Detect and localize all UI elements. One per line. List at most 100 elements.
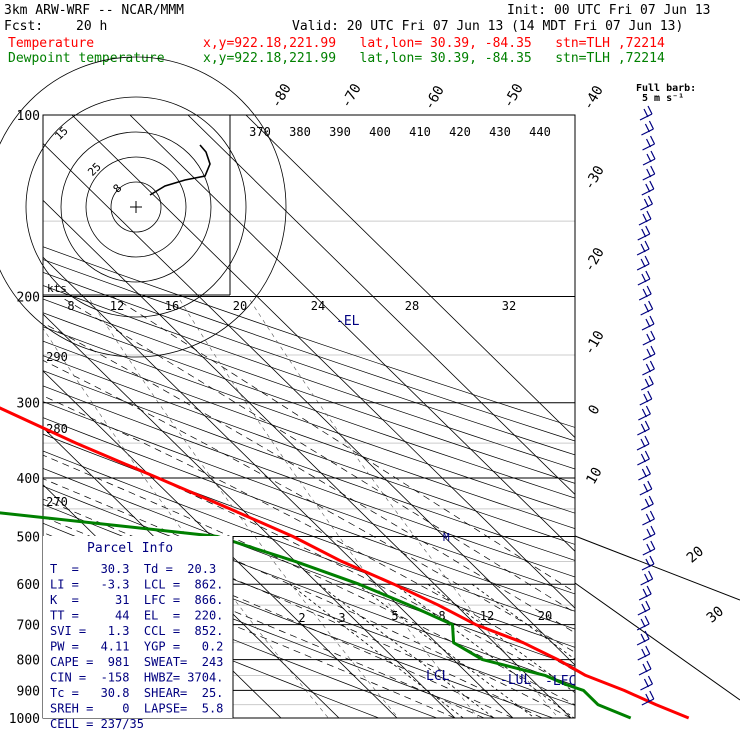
- theta-label: 370: [249, 125, 271, 139]
- wind-barb: [638, 285, 652, 301]
- hodograph-ring: [25, 96, 247, 318]
- el-marker: -EL: [336, 314, 360, 329]
- wind-barb: [637, 270, 651, 286]
- wind-barb: [642, 345, 656, 361]
- pressure-label: 600: [17, 578, 40, 593]
- dry-adiabat: [43, 582, 379, 718]
- dry-adiabat: [43, 433, 575, 630]
- pressure-label: 400: [17, 472, 40, 487]
- dewpoint-line: [0, 511, 632, 720]
- wind-barb: [637, 225, 651, 241]
- lcl-level-marker: -LUL: [500, 673, 531, 688]
- parcel-info-row: T = 30.3 Td = 20.3: [50, 562, 216, 576]
- wind-barb: [640, 300, 654, 316]
- parcel-info-row: TT = 44 EL = 220.: [50, 609, 223, 623]
- isotherm-label: 0: [585, 402, 603, 417]
- theta-label: 430: [489, 125, 511, 139]
- dry-adiabat: [43, 259, 575, 442]
- speed-tick-label: 8: [67, 299, 74, 313]
- wind-barbs: [636, 105, 656, 706]
- pressure-label: 900: [17, 684, 40, 699]
- temperature-location: x,y=922.18,221.99 lat,lon= 30.39, -84.35…: [203, 36, 665, 51]
- isotherm: [43, 199, 572, 718]
- wind-barb: [636, 630, 650, 646]
- valid-time: Valid: 20 UTC Fri 07 Jun 13 (14 MDT Fri …: [292, 19, 684, 34]
- isotherm: [43, 256, 514, 718]
- wind-barb: [638, 660, 652, 676]
- mixing-ratio-line: [394, 583, 575, 718]
- mixing-ratio-label: 20: [538, 609, 552, 623]
- wind-barb: [642, 540, 656, 556]
- mixing-ratio-line: [356, 583, 535, 718]
- lfc-marker: -LFC: [545, 674, 576, 689]
- full-barb-unit: 5 m s⁻¹: [642, 93, 685, 104]
- dewpoint-location: x,y=922.18,221.99 lat,lon= 30.39, -84.35…: [203, 51, 665, 66]
- full-barb-label: Full barb:: [636, 83, 697, 94]
- isotherm: [43, 427, 340, 718]
- temperature-line: [0, 406, 690, 720]
- wind-barb: [642, 165, 656, 181]
- wind-barb: [641, 315, 655, 331]
- speed-tick-label: 20: [233, 299, 247, 313]
- wind-barb: [637, 645, 651, 661]
- init-time: Init: 00 UTC Fri 07 Jun 13: [507, 3, 711, 18]
- plot-frame: [42, 114, 576, 719]
- dry-adiabat: [43, 417, 575, 612]
- hodograph-ring: [85, 156, 187, 258]
- wind-speed-guide: [179, 299, 479, 718]
- isotherm-label: 10: [583, 465, 605, 488]
- isotherm: [129, 115, 575, 552]
- wind-barb: [642, 150, 656, 166]
- isotherm-label: 30: [704, 603, 727, 626]
- temperature-legend: Temperature: [8, 36, 95, 51]
- wind-barb: [642, 330, 656, 346]
- isotherm-label: -50: [500, 81, 527, 111]
- hodograph-trace: [149, 144, 211, 196]
- parcel-info-title: Parcel Info: [87, 541, 173, 556]
- dry-adiabat: [43, 246, 575, 428]
- wind-barb: [641, 180, 655, 196]
- lcl-marker: LCL: [426, 669, 450, 684]
- mixing-ratio-label: 2: [298, 611, 305, 625]
- wind-barb: [640, 375, 654, 391]
- theta-label: 270: [46, 495, 68, 509]
- mixing-ratio-label: 12: [480, 609, 494, 623]
- isotherm: [245, 115, 575, 439]
- pressure-label: 100: [17, 109, 40, 124]
- dry-adiabat: [43, 312, 575, 499]
- dry-adiabat: [43, 285, 575, 470]
- forecast-hour: 20 h: [76, 19, 108, 34]
- dry-adiabat: [43, 562, 437, 718]
- isotherm-label: -80: [268, 81, 295, 111]
- wind-barb: [636, 615, 650, 631]
- mixing-ratio-line: [471, 583, 575, 660]
- wind-barb: [638, 210, 652, 226]
- speed-tick-label: 16: [165, 299, 179, 313]
- model-title: 3km ARW-WRF -- NCAR/MMM: [4, 3, 185, 18]
- theta-label: 420: [449, 125, 471, 139]
- parcel-info-row: LI = -3.3 LCL = 862.: [50, 578, 223, 592]
- wind-barb: [642, 510, 655, 526]
- hodograph-ring-label: 8: [111, 182, 125, 196]
- wind-barb: [642, 360, 655, 376]
- isotherm: [43, 370, 398, 718]
- wind-barb: [637, 600, 651, 616]
- wind-barb: [639, 105, 653, 121]
- parcel-info-box: Parcel Info T = 30.3 Td = 20.3 LI = -3.3 L…: [43, 536, 234, 731]
- mixing-ratio-label: 5: [391, 609, 398, 623]
- parcel-info-row: Tc = 30.8 SHEAR= 25.: [50, 686, 223, 700]
- skew-border: [574, 535, 740, 601]
- pressure-label: 500: [17, 530, 40, 545]
- theta-label: 290: [46, 350, 68, 364]
- wind-barb: [639, 390, 653, 406]
- dry-adiabat: [43, 401, 575, 595]
- isotherm-label: 20: [684, 543, 707, 566]
- pressure-label: 800: [17, 654, 40, 669]
- dewpoint-legend: Dewpoint temperature: [8, 51, 165, 66]
- theta-label: 440: [529, 125, 551, 139]
- wind-barb: [642, 525, 656, 541]
- parcel-info-row: CELL = 237/35: [50, 717, 144, 731]
- wind-barb: [637, 420, 650, 436]
